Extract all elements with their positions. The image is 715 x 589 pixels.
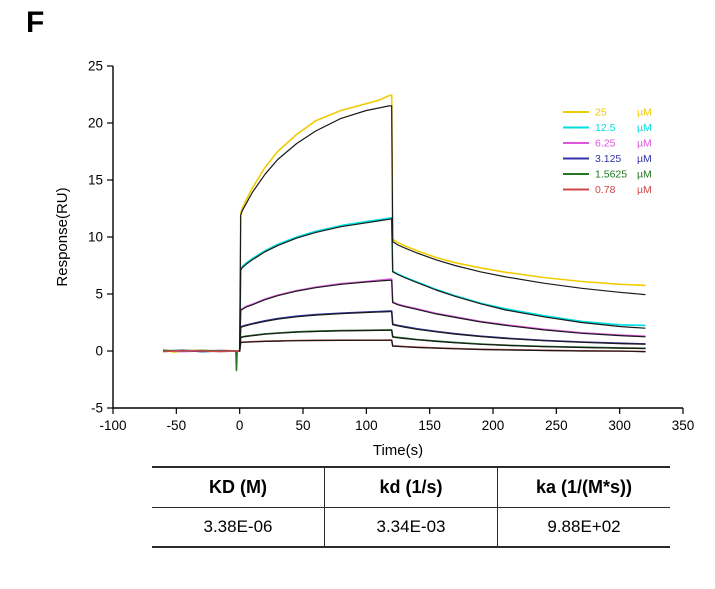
x-tick-label: 350 xyxy=(672,418,695,433)
kd-rate-value: 3.34E-03 xyxy=(324,507,498,547)
x-tick-label: 100 xyxy=(355,418,378,433)
series-fit-12.5 xyxy=(239,218,646,352)
kd-molar-header: KD (M) xyxy=(152,467,325,508)
x-axis-title: Time(s) xyxy=(373,442,423,459)
x-tick-label: 200 xyxy=(482,418,505,433)
y-tick-label: 0 xyxy=(95,344,103,359)
ka-rate-header: ka (1/(M*s)) xyxy=(497,467,670,508)
kinetics-table-header: KD (M) kd (1/s) ka (1/(M*s)) xyxy=(152,467,670,508)
series-fit-1.5625 xyxy=(239,329,646,352)
legend-label-6.25: 6.25 xyxy=(595,138,616,150)
kd-molar-value: 3.38E-06 xyxy=(152,507,325,547)
panel-label: F xyxy=(26,6,45,39)
x-tick-label: 50 xyxy=(295,418,310,433)
series-fit-6.25 xyxy=(239,279,646,352)
table-value-row: 3.38E-06 3.34E-03 9.88E+02 xyxy=(152,507,670,547)
legend-label-3.125: 3.125 xyxy=(595,153,621,165)
x-tick-label: -50 xyxy=(167,418,187,433)
series-data-25 xyxy=(162,94,646,353)
ka-rate-value: 9.88E+02 xyxy=(497,507,670,547)
x-tick-label: 300 xyxy=(608,418,631,433)
y-tick-label: 5 xyxy=(95,287,103,302)
legend-unit-12.5: µM xyxy=(637,122,652,134)
y-tick-label: -5 xyxy=(91,401,103,416)
series-fit-3.125 xyxy=(239,311,646,352)
y-tick-label: 20 xyxy=(88,116,103,131)
x-tick-label: 0 xyxy=(236,418,244,433)
y-tick-label: 25 xyxy=(88,59,103,74)
x-tick-label: -100 xyxy=(99,418,126,433)
legend-label-12.5: 12.5 xyxy=(595,122,616,134)
legend-label-1.5625: 1.5625 xyxy=(595,169,627,181)
series-fit-0.78 xyxy=(239,339,646,353)
x-tick-label: 250 xyxy=(545,418,568,433)
x-tick-label: 150 xyxy=(418,418,441,433)
legend-label-25: 25 xyxy=(595,107,607,119)
legend-unit-6.25: µM xyxy=(637,138,652,150)
y-tick-label: 15 xyxy=(88,173,103,188)
series-data-6.25 xyxy=(162,278,646,353)
y-axis-title: Response(RU) xyxy=(54,187,71,286)
sensorgram-svg: -100 -50 0 50 100 150 200 250 300 350-50510152025… xyxy=(54,59,695,460)
legend-unit-25: µM xyxy=(637,107,652,119)
spr-sensorgram-chart: -100 -50 0 50 100 150 200 250 300 350 -5 0 5 10 15 20 25… xyxy=(35,28,695,460)
kd-rate-header: kd (1/s) xyxy=(324,467,498,508)
y-tick-label: 10 xyxy=(88,230,103,245)
legend-unit-3.125: µM xyxy=(637,153,652,165)
table-header-row: KD (M) kd (1/s) ka (1/(M*s)) xyxy=(152,467,670,508)
kinetics-table: KD (M) kd (1/s) ka (1/(M*s)) 3.38E-06 3.… xyxy=(152,466,670,548)
legend-label-0.78: 0.78 xyxy=(595,184,616,196)
legend-unit-0.78: µM xyxy=(637,184,652,196)
legend-unit-1.5625: µM xyxy=(637,169,652,181)
kinetics-table-body: 3.38E-06 3.34E-03 9.88E+02 xyxy=(152,507,670,547)
series-fit-25 xyxy=(239,105,646,352)
